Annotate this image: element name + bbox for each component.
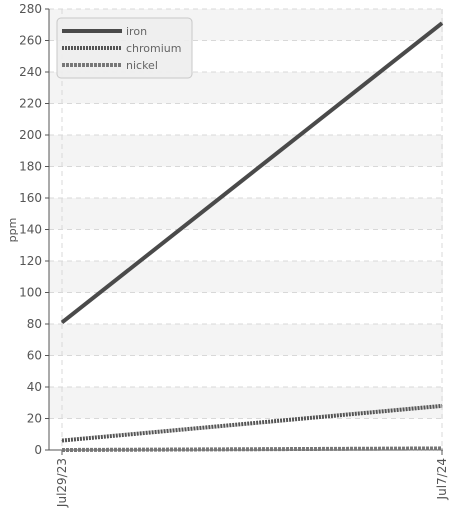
plot-bands bbox=[49, 9, 443, 419]
y-tick-label: 40 bbox=[27, 380, 42, 394]
x-tick-label: Jul7/24 bbox=[435, 458, 449, 500]
y-tick-label: 100 bbox=[19, 286, 42, 300]
legend-label-chromium: chromium bbox=[126, 42, 182, 55]
data-point-nickel bbox=[441, 447, 443, 449]
y-tick-label: 60 bbox=[27, 349, 42, 363]
y-tick-label: 80 bbox=[27, 317, 42, 331]
y-tick-label: 220 bbox=[19, 97, 42, 111]
y-tick-label: 200 bbox=[19, 128, 42, 142]
x-tick-label: Jul29/23 bbox=[55, 458, 69, 508]
y-tick-label: 160 bbox=[19, 191, 42, 205]
y-tick-label: 180 bbox=[19, 160, 42, 174]
legend-label-iron: iron bbox=[126, 25, 147, 38]
data-point-nickel bbox=[61, 449, 63, 451]
y-axis-label: ppm bbox=[6, 218, 19, 243]
data-point-chromium bbox=[61, 440, 63, 442]
series-lines bbox=[60, 21, 444, 452]
plot-band bbox=[49, 135, 443, 167]
data-point-iron bbox=[61, 321, 63, 323]
y-tick-label: 140 bbox=[19, 223, 42, 237]
y-tick-label: 240 bbox=[19, 65, 42, 79]
y-tick-label: 260 bbox=[19, 34, 42, 48]
data-point-iron bbox=[441, 22, 443, 24]
plot-band bbox=[49, 261, 443, 293]
series-line-nickel bbox=[61, 446, 443, 452]
plot-band bbox=[49, 387, 443, 419]
plot-band bbox=[49, 198, 443, 230]
y-tick-label: 120 bbox=[19, 254, 42, 268]
y-tick-label: 20 bbox=[27, 412, 42, 426]
data-point-chromium bbox=[441, 405, 443, 407]
series-line-iron bbox=[60, 21, 444, 324]
legend: iron chromium nickel bbox=[56, 17, 193, 79]
tick-labels: 0 20 40 60 80 100 120 140 160 180 200 220 240 260 280 J… bbox=[19, 2, 449, 508]
y-tick-label: 280 bbox=[19, 2, 42, 16]
series-line-chromium bbox=[61, 403, 443, 443]
plot-band bbox=[49, 324, 443, 356]
legend-label-nickel: nickel bbox=[126, 59, 158, 72]
y-tick-label: 0 bbox=[34, 443, 42, 457]
